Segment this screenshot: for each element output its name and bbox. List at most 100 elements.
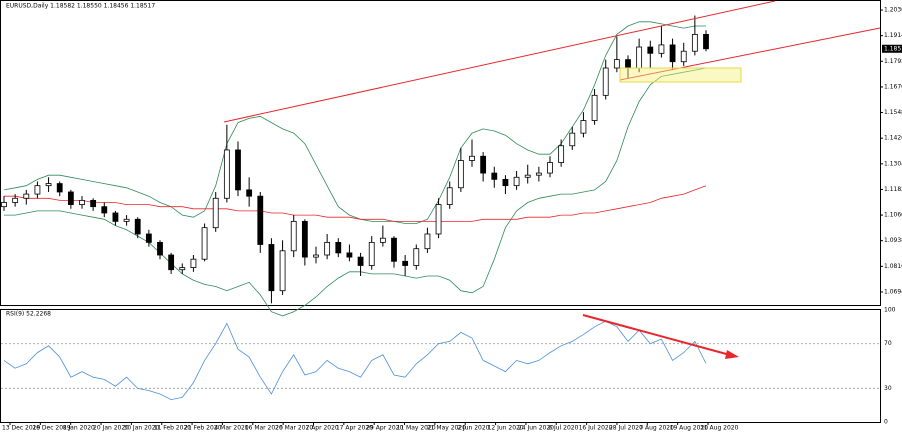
x-tick-label: 11 Feb 2020 [154, 425, 192, 432]
candle-body [157, 241, 163, 256]
price-panel [0, 0, 881, 306]
candle-body [168, 254, 175, 271]
x-tick-label: 2 Jun 2020 [457, 425, 489, 432]
candle-body [23, 193, 30, 199]
x-tick-label: 20 Jan 2020 [93, 425, 129, 432]
candle-body [680, 50, 687, 63]
candle-body [413, 248, 420, 266]
candle-body [290, 220, 297, 252]
x-tick-label: 16 Jul 2020 [579, 425, 613, 432]
last-price-label: 1.18517 [884, 45, 902, 52]
x-tick-label: 28 Jul 2020 [609, 425, 643, 432]
candle-body [335, 241, 342, 254]
y-tick-label: 30 [884, 385, 892, 392]
overlay-line [3, 21, 706, 224]
candle-body [56, 183, 63, 193]
candle-body [346, 252, 353, 258]
x-tick-label: 12 Jun 2020 [488, 425, 524, 432]
x-tick-label: 21 Feb 2020 [184, 425, 222, 432]
candle-body [613, 59, 620, 69]
y-tick-label: 1.20360 [884, 7, 902, 14]
candle-body [591, 94, 598, 121]
candle-body [658, 44, 665, 54]
candle-body [703, 34, 709, 50]
candle-body [223, 149, 230, 199]
y-tick-label: 1.08160 [884, 263, 902, 270]
candle-body [12, 197, 19, 203]
y-tick-label: 1.19140 [884, 32, 902, 39]
candle-body [513, 176, 520, 187]
rsi-line [3, 320, 707, 401]
candle-body [636, 46, 643, 69]
x-tick-label: 13 Dec 2019 [2, 425, 41, 432]
x-tick-label: 24 Jun 2020 [518, 425, 554, 432]
candle-body [101, 206, 108, 214]
candle-body [257, 195, 264, 245]
trend-line [619, 27, 881, 81]
y-tick-label: 100 [884, 307, 896, 314]
candle-body [201, 227, 208, 260]
y-tick-label: 0 [884, 419, 888, 426]
candle-body [524, 174, 531, 178]
candle-body [313, 254, 319, 258]
x-tick-label: 19 Aug 2020 [670, 425, 709, 432]
x-tick-label: 17 Apr 2020 [336, 425, 373, 432]
candle-body [669, 44, 676, 63]
candle-body [424, 233, 431, 250]
x-tick-label: 7 Apr 2020 [305, 425, 338, 432]
candle-body [535, 172, 542, 176]
candle-body [67, 191, 74, 205]
y-tick-label: 1.06940 [884, 288, 902, 295]
candle-body [435, 204, 442, 235]
x-tick-label: 29 Apr 2020 [366, 425, 403, 432]
last-price-box [882, 44, 902, 53]
candle-body [391, 237, 397, 262]
x-tick-label: 21 May 2020 [427, 425, 466, 432]
highlight-zone [619, 67, 742, 83]
candle-body [580, 120, 587, 134]
x-tick-label: 6 Jul 2020 [548, 425, 578, 432]
candle-body [123, 218, 130, 222]
x-tick-label: 4 Mar 2020 [214, 425, 248, 432]
overlay-line [4, 67, 707, 317]
candle-body [301, 220, 308, 258]
candle-body [190, 258, 197, 269]
candle-body [90, 199, 97, 208]
x-tick-label: 26 Dec 2019 [32, 425, 71, 432]
x-tick-label: 16 Mar 2020 [245, 425, 283, 432]
candle-body [112, 212, 119, 222]
arrow [582, 314, 731, 356]
candle-body [547, 162, 553, 174]
candle-body [602, 67, 609, 96]
candle-body [402, 260, 409, 266]
trend-line [223, 0, 776, 123]
candle-body [1, 202, 7, 208]
y-tick-label: 1.14260 [884, 135, 902, 142]
x-tick-label: 8 Jan 2020 [63, 425, 95, 432]
candle-body [625, 59, 631, 69]
candle-body [235, 149, 241, 191]
candle-body [558, 145, 565, 163]
candle-body [691, 34, 698, 52]
x-tick-label: 31 Aug 2020 [700, 425, 739, 432]
y-tick-label: 70 [884, 340, 892, 347]
x-tick-label: 7 Aug 2020 [639, 425, 674, 432]
candle-body [268, 244, 275, 292]
candle-body [446, 187, 453, 205]
candle-body [368, 241, 375, 266]
y-tick-label: 1.11820 [884, 186, 902, 193]
candle-body [379, 237, 386, 243]
x-tick-label: 11 May 2020 [397, 425, 436, 432]
y-tick-label: 1.15480 [884, 109, 902, 116]
y-tick-label: 1.16700 [884, 83, 902, 90]
candle-body [469, 155, 475, 161]
candle-body [502, 178, 509, 187]
y-tick-label: 1.09380 [884, 237, 902, 244]
overlay-line [4, 185, 707, 222]
candle-body [569, 132, 576, 147]
candle-body [357, 256, 364, 266]
candle-body [45, 183, 52, 187]
candle-body [324, 241, 331, 256]
candle-body [491, 172, 498, 180]
